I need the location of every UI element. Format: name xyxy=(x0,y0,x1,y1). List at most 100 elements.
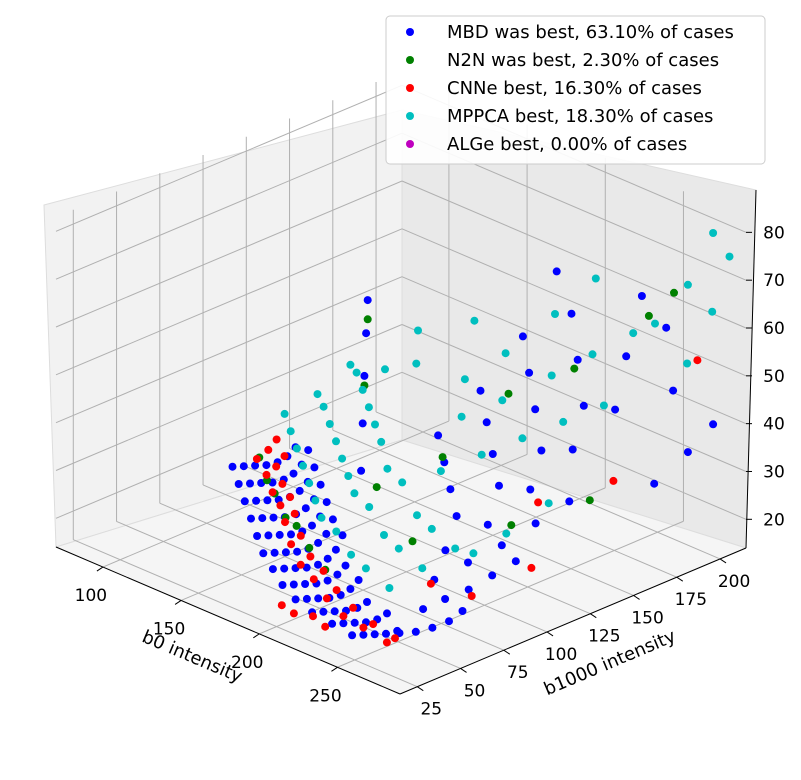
data-point-series-1 xyxy=(362,329,371,338)
data-point-series-3 xyxy=(289,609,298,618)
data-point-series-2 xyxy=(438,453,447,462)
data-point-series-4 xyxy=(470,316,479,325)
data-point-series-4 xyxy=(380,531,388,539)
legend-marker xyxy=(406,56,414,64)
data-point-series-1 xyxy=(611,405,620,414)
data-point-series-1 xyxy=(428,623,437,632)
data-point-series-3 xyxy=(286,493,295,502)
data-point-series-3 xyxy=(252,455,261,463)
data-point-series-1 xyxy=(328,515,337,524)
data-point-series-4 xyxy=(544,499,553,508)
z-tick-label: 60 xyxy=(763,319,785,339)
data-point-series-3 xyxy=(272,435,281,444)
legend-marker xyxy=(406,112,414,120)
data-point-series-2 xyxy=(363,315,372,324)
y-tick-mark xyxy=(590,613,597,619)
data-point-series-3 xyxy=(349,603,358,612)
legend-frame xyxy=(385,15,766,165)
data-point-series-1 xyxy=(314,560,322,569)
data-point-series-1 xyxy=(537,446,546,455)
data-point-series-1 xyxy=(458,607,467,615)
data-point-series-1 xyxy=(280,564,289,573)
data-point-series-1 xyxy=(262,461,271,470)
x-tick-mark xyxy=(174,600,182,605)
data-point-series-4 xyxy=(394,544,403,553)
data-point-series-1 xyxy=(251,461,260,470)
y-axis-line xyxy=(399,547,747,695)
data-point-series-4 xyxy=(377,437,386,446)
data-point-series-2 xyxy=(305,543,314,552)
data-point-series-4 xyxy=(412,359,421,368)
y-gridline xyxy=(73,539,418,688)
data-point-series-3 xyxy=(322,594,331,603)
grid-group xyxy=(55,81,747,688)
z-tick-label: 20 xyxy=(763,510,785,530)
legend-label: MBD was best, 63.10% of cases xyxy=(447,22,734,43)
data-point-series-3 xyxy=(280,452,289,461)
data-point-series-1 xyxy=(316,480,325,489)
data-point-series-4 xyxy=(280,409,289,418)
data-point-series-1 xyxy=(518,332,527,341)
data-point-series-1 xyxy=(495,481,503,490)
data-point-series-2 xyxy=(507,521,516,530)
y-tick-mark xyxy=(460,668,467,673)
data-point-series-3 xyxy=(391,634,399,643)
data-point-series-1 xyxy=(434,431,443,440)
data-point-series-4 xyxy=(381,365,389,374)
data-point-series-3 xyxy=(276,501,285,510)
z-axis-line xyxy=(745,189,757,549)
data-point-series-1 xyxy=(441,546,450,555)
data-point-series-1 xyxy=(328,619,337,628)
data-point-series-1 xyxy=(278,581,287,589)
data-point-series-1 xyxy=(525,368,534,377)
data-point-series-1 xyxy=(445,617,453,626)
data-point-series-1 xyxy=(314,538,323,547)
z-tick-label: 50 xyxy=(763,367,785,387)
data-point-series-2 xyxy=(292,521,301,530)
legend-marker xyxy=(406,140,414,148)
data-point-series-1 xyxy=(348,631,357,640)
y-tick-label: 100 xyxy=(545,645,577,665)
data-point-series-3 xyxy=(369,620,378,629)
data-point-series-4 xyxy=(346,360,355,369)
data-point-series-1 xyxy=(263,496,272,505)
data-point-series-3 xyxy=(264,445,273,454)
points-group xyxy=(228,229,734,647)
data-point-series-3 xyxy=(272,462,281,471)
z-gridline-left xyxy=(55,84,403,232)
data-point-series-4 xyxy=(418,564,427,573)
data-point-series-1 xyxy=(346,585,355,593)
data-point-series-1 xyxy=(333,570,342,579)
y-gridline xyxy=(375,411,721,560)
data-point-series-1 xyxy=(304,446,313,455)
data-point-series-3 xyxy=(290,509,299,518)
z-gridline-left xyxy=(55,180,403,328)
data-point-series-1 xyxy=(419,605,428,614)
data-point-series-4 xyxy=(319,402,328,411)
legend-label: MPPCA best, 18.30% of cases xyxy=(447,106,713,127)
data-point-series-4 xyxy=(305,479,314,488)
x-tick-label: 150 xyxy=(153,619,185,639)
data-point-series-4 xyxy=(311,496,320,505)
data-point-series-1 xyxy=(446,485,455,494)
z-gridline xyxy=(401,324,747,472)
data-point-series-4 xyxy=(629,329,638,338)
data-point-series-1 xyxy=(314,594,323,603)
data-point-series-3 xyxy=(332,586,341,595)
data-point-series-1 xyxy=(291,595,300,604)
y-tick-mark xyxy=(417,686,424,692)
data-point-series-1 xyxy=(383,609,391,618)
data-point-series-1 xyxy=(567,309,576,318)
data-point-series-1 xyxy=(269,513,278,522)
data-point-series-1 xyxy=(482,418,491,427)
data-point-series-1 xyxy=(531,405,540,414)
data-point-series-4 xyxy=(599,401,608,410)
data-point-series-1 xyxy=(308,521,316,530)
data-point-series-1 xyxy=(240,497,249,506)
data-point-series-1 xyxy=(293,547,302,556)
data-point-series-2 xyxy=(504,389,513,398)
data-point-series-3 xyxy=(467,592,476,600)
data-point-series-1 xyxy=(319,607,328,616)
data-point-series-4 xyxy=(332,527,341,536)
data-point-series-4 xyxy=(708,307,717,316)
